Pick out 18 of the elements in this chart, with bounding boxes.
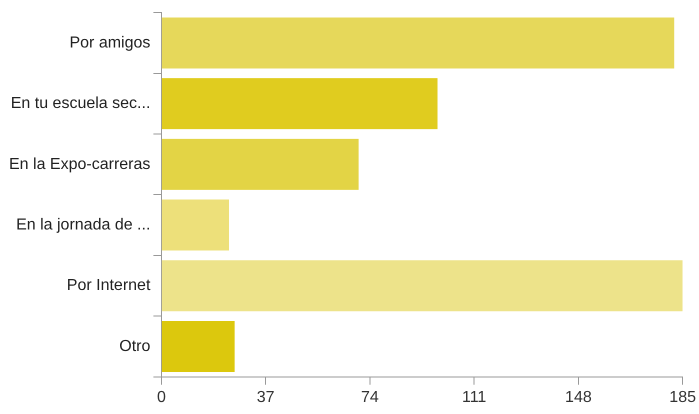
x-tick-label: 0	[156, 388, 166, 406]
bar	[162, 78, 438, 130]
y-tick-label: Otro	[119, 338, 150, 355]
x-tick-label: 148	[565, 388, 592, 406]
bar	[162, 17, 674, 68]
y-tick-label: Por Internet	[66, 277, 151, 294]
y-tick-label: En la Expo-carreras	[9, 156, 150, 173]
bar	[162, 200, 230, 251]
x-tick-label: 185	[669, 388, 696, 406]
x-tick-label: 37	[256, 388, 275, 406]
y-tick-label: En tu escuela sec...	[10, 95, 150, 112]
y-tick-label: En la jornada de ...	[16, 216, 150, 234]
x-tick-label: 74	[360, 388, 379, 406]
bar	[162, 260, 683, 312]
x-tick-label: 111	[462, 388, 486, 406]
bar	[162, 138, 359, 190]
y-tick-label: Por amigos	[69, 34, 150, 52]
bar	[162, 320, 235, 372]
